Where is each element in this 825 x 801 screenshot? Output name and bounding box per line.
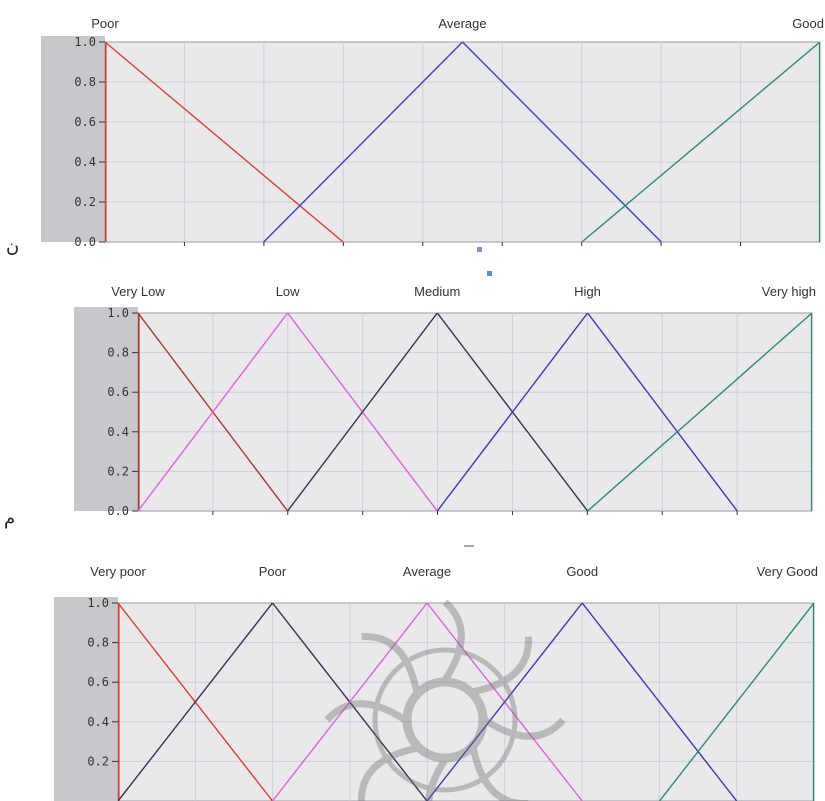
membership-line-average — [271, 603, 583, 801]
series-label: Good — [792, 16, 824, 31]
membership-line-low — [138, 313, 438, 511]
y-tick-label: 0.4 — [107, 425, 129, 439]
y-tick-label: 1.0 — [74, 35, 96, 49]
membership-line-very-good — [658, 603, 814, 801]
rosette-watermark-icon — [324, 599, 566, 801]
membership-line-poor — [105, 42, 344, 242]
y-tick-label: 1.0 — [87, 596, 109, 610]
series-label: Good — [566, 564, 598, 579]
membership-chart-3: 0.2 0.4 0.6 0.8 1.0 Very poor Poor Average Good V… — [54, 564, 818, 801]
y-tick-label: 1.0 — [107, 306, 129, 320]
y-tick-label: 0.0 — [74, 235, 96, 249]
tick-label-strip — [41, 36, 105, 242]
plot-area — [104, 41, 821, 243]
series-label: Average — [438, 16, 486, 31]
membership-line-poor — [118, 603, 428, 801]
y-tick-label: 0.6 — [87, 675, 109, 689]
membership-line-very-high — [587, 313, 812, 511]
side-glyph-2: م — [4, 508, 15, 529]
y-tick-label: 0.8 — [87, 636, 109, 650]
series-label: Very poor — [90, 564, 146, 579]
series-label: Low — [276, 284, 300, 299]
stray-mark — [487, 271, 492, 276]
y-tick-label: 0.4 — [74, 155, 96, 169]
series-label: Poor — [91, 16, 119, 31]
series-label: Very Good — [757, 564, 818, 579]
y-tick-label: 0.0 — [107, 504, 129, 518]
series-label: Very Low — [111, 284, 165, 299]
membership-line-average — [263, 42, 662, 242]
y-tick-label: 0.8 — [74, 75, 96, 89]
membership-line-high — [436, 313, 738, 511]
y-tick-label: 0.2 — [87, 754, 109, 768]
membership-line-good — [426, 603, 738, 801]
membership-chart-1: 0.0 0.2 0.4 0.6 0.8 1.0 Poor Average Good — [41, 16, 824, 249]
y-tick-label: 0.8 — [107, 346, 129, 360]
series-label: Very high — [762, 284, 816, 299]
plot-area — [117, 602, 815, 801]
y-tick-label: 0.6 — [74, 115, 96, 129]
y-tick-label: 0.2 — [74, 195, 96, 209]
membership-line-good — [581, 42, 820, 242]
tick-label-strip — [74, 307, 138, 511]
y-tick-label: 0.2 — [107, 464, 129, 478]
y-tick-label: 0.4 — [87, 715, 109, 729]
side-glyph-1: ن — [6, 236, 19, 257]
membership-chart-2: 0.0 0.2 0.4 0.6 0.8 1.0 Very Low Low Medium High V… — [74, 284, 816, 518]
y-tick-label: 0.6 — [107, 385, 129, 399]
plot-area — [137, 312, 813, 512]
series-label: Medium — [414, 284, 460, 299]
stray-mark — [477, 247, 482, 252]
series-label: Poor — [259, 564, 287, 579]
tick-label-strip — [54, 597, 118, 801]
series-label: Average — [403, 564, 451, 579]
series-label: High — [574, 284, 601, 299]
membership-line-medium — [287, 313, 589, 511]
